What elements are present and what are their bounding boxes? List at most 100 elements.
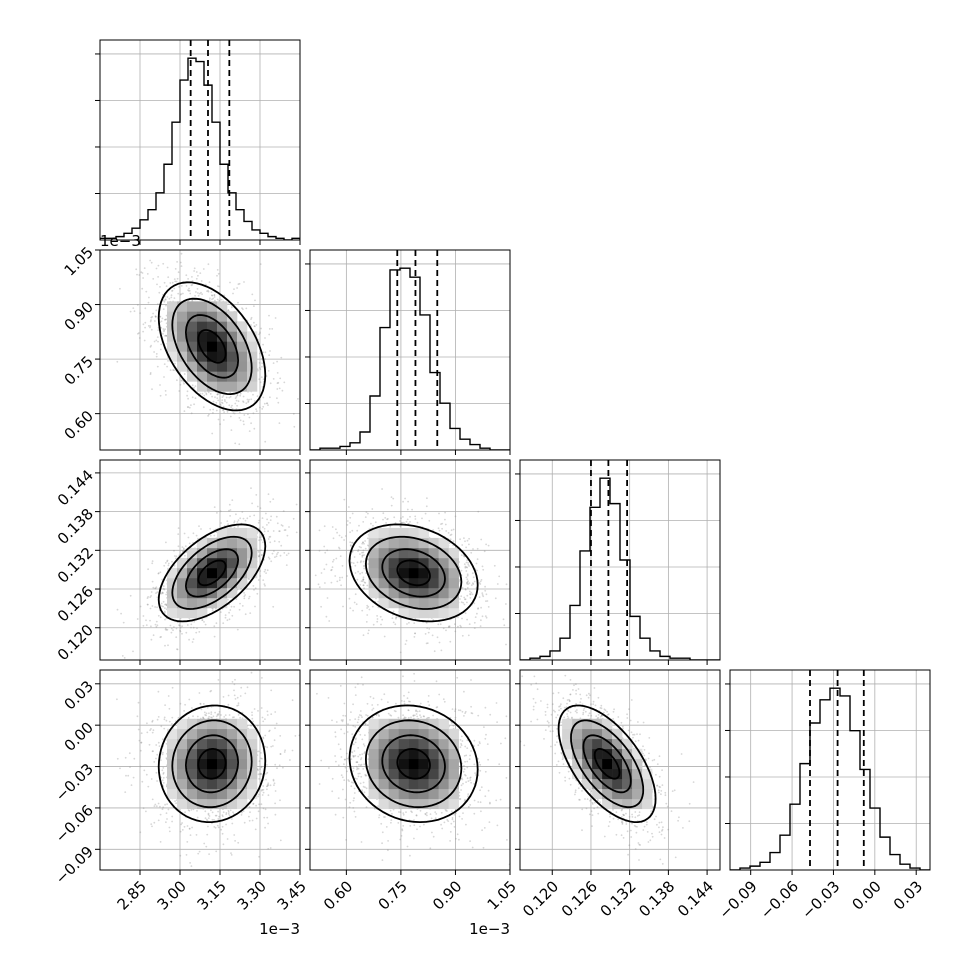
scatter-point xyxy=(276,382,279,385)
scatter-point xyxy=(159,348,162,351)
scatter-point xyxy=(284,529,287,531)
scatter-point xyxy=(259,368,262,371)
scatter-point xyxy=(374,521,377,524)
scatter-point xyxy=(360,546,362,549)
scatter-point xyxy=(269,500,272,503)
scatter-point xyxy=(158,291,161,294)
scatter-point xyxy=(427,631,430,634)
density-cell xyxy=(217,331,228,342)
scatter-point xyxy=(163,716,166,719)
scatter-point xyxy=(264,745,267,748)
scatter-point xyxy=(163,564,166,567)
scatter-point xyxy=(243,592,246,594)
scatter-point xyxy=(441,527,443,530)
scatter-point xyxy=(266,524,268,526)
scatter-point xyxy=(141,780,144,783)
scatter-point xyxy=(468,543,470,546)
scatter-point xyxy=(178,624,180,626)
scatter-point xyxy=(221,402,224,405)
scatter-point xyxy=(324,551,327,554)
scatter-point xyxy=(187,278,190,280)
scatter-point xyxy=(163,376,165,378)
scatter-point xyxy=(370,522,372,525)
scatter-point xyxy=(212,607,214,610)
scatter-point xyxy=(147,325,150,327)
density-cell xyxy=(227,577,238,589)
scatter-point xyxy=(342,605,344,608)
scatter-point xyxy=(224,616,227,619)
scatter-point xyxy=(253,589,255,591)
scatter-point xyxy=(195,271,198,273)
scatter-point xyxy=(229,281,231,284)
scatter-point xyxy=(428,519,431,522)
scatter-point xyxy=(362,634,365,637)
scatter-point xyxy=(215,401,218,404)
density-cell xyxy=(207,301,218,312)
scatter-point xyxy=(348,506,350,508)
scatter-point xyxy=(213,296,216,298)
scatter-point xyxy=(257,579,260,581)
scatter-point xyxy=(268,536,271,538)
scatter-point xyxy=(469,590,471,593)
scatter-point xyxy=(235,513,237,516)
scatter-point xyxy=(183,410,186,412)
scatter-point xyxy=(150,261,153,264)
density-cell xyxy=(167,341,178,352)
scatter-point xyxy=(243,281,245,283)
scatter-point xyxy=(173,287,176,290)
scatter-point xyxy=(481,565,484,568)
scatter-point xyxy=(466,582,468,585)
panel-content xyxy=(520,460,720,660)
scatter-point xyxy=(350,545,352,547)
scatter-point xyxy=(328,620,331,622)
scatter-point xyxy=(264,568,267,571)
scatter-point xyxy=(202,268,205,270)
scatter-point xyxy=(155,267,158,270)
scatter-point xyxy=(399,525,402,528)
scatter-point xyxy=(258,855,260,858)
density-cell xyxy=(187,587,198,599)
scatter-point xyxy=(164,603,166,606)
scatter-point xyxy=(124,756,127,759)
scatter-point xyxy=(405,520,408,523)
density-cell xyxy=(217,527,228,539)
scatter-point xyxy=(230,429,233,431)
scatter-point xyxy=(160,602,163,605)
scatter-point xyxy=(334,575,337,577)
scatter-point xyxy=(173,626,175,628)
scatter-point xyxy=(454,515,457,518)
density-cell xyxy=(197,587,208,599)
scatter-point xyxy=(222,405,225,408)
scatter-point xyxy=(367,544,369,547)
scatter-point xyxy=(379,615,382,618)
scatter-point xyxy=(338,546,340,549)
scatter-point xyxy=(300,523,302,525)
scatter-point xyxy=(234,678,236,681)
scatter-point xyxy=(259,381,262,384)
density-cell xyxy=(167,597,178,609)
density-cell xyxy=(217,351,228,362)
scatter-point xyxy=(152,586,155,589)
density-cell xyxy=(177,361,188,372)
scatter-point xyxy=(371,508,374,510)
scatter-point xyxy=(454,623,456,626)
scatter-point xyxy=(228,611,231,614)
scatter-point xyxy=(244,519,247,522)
scatter-point xyxy=(381,618,384,621)
scatter-point xyxy=(266,788,268,791)
density-cell xyxy=(247,381,258,392)
density-cell xyxy=(177,587,188,599)
scatter-point xyxy=(186,406,189,408)
scatter-point xyxy=(213,625,216,628)
density-cell xyxy=(187,577,198,589)
scatter-point xyxy=(216,393,219,396)
density-cell xyxy=(207,341,218,352)
scatter-point xyxy=(263,527,266,530)
scatter-point xyxy=(271,328,274,330)
scatter-point xyxy=(171,281,174,284)
scatter-point xyxy=(431,634,434,637)
scatter-point xyxy=(254,605,256,608)
scatter-point xyxy=(264,358,267,360)
scatter-point xyxy=(161,317,164,320)
density-cell xyxy=(207,371,218,382)
